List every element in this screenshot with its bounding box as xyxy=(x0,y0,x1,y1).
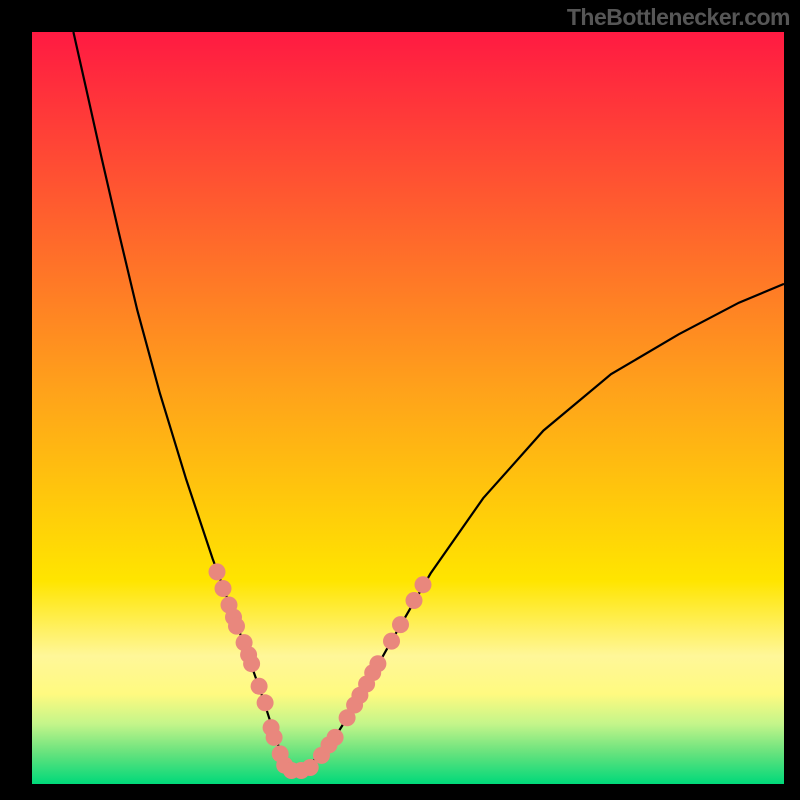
scatter-point xyxy=(257,694,274,711)
scatter-point xyxy=(392,616,409,633)
scatter-point xyxy=(251,678,268,695)
watermark-text: TheBottlenecker.com xyxy=(567,4,790,31)
scatter-point xyxy=(327,729,344,746)
chart-svg xyxy=(0,0,800,800)
scatter-point xyxy=(209,563,226,580)
scatter-point xyxy=(383,633,400,650)
scatter-point xyxy=(215,580,232,597)
scatter-point xyxy=(415,576,432,593)
scatter-point xyxy=(369,655,386,672)
scatter-point xyxy=(228,618,245,635)
scatter-point xyxy=(266,729,283,746)
scatter-point xyxy=(243,655,260,672)
chart-frame: TheBottlenecker.com xyxy=(0,0,800,800)
scatter-point xyxy=(406,592,423,609)
scatter-layer xyxy=(209,563,432,779)
